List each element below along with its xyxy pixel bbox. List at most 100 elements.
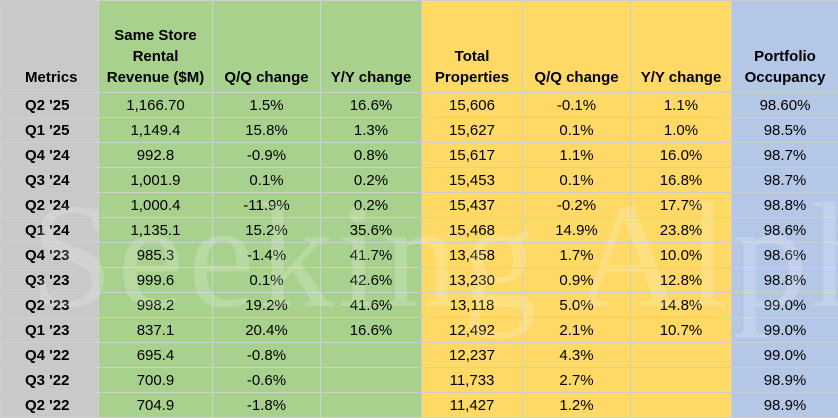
cell-same-store-revenue: 992.8 <box>98 142 213 168</box>
cell-revenue-qq-change: -1.4% <box>212 242 321 268</box>
header-total-properties: Total Properties <box>421 0 523 93</box>
table-row: Q4 '23 985.3 -1.4% 41.7% 13,458 1.7% 10.0% 98.6… <box>0 242 838 268</box>
cell-same-store-revenue: 1,000.4 <box>98 192 213 218</box>
cell-same-store-revenue: 1,001.9 <box>98 167 213 193</box>
cell-portfolio-occupancy: 98.7% <box>731 167 838 193</box>
cell-same-store-revenue: 999.6 <box>98 267 213 293</box>
cell-quarter: Q4 '24 <box>0 142 99 168</box>
cell-properties-qq-change: 2.1% <box>522 317 631 343</box>
cell-revenue-qq-change: -1.8% <box>212 392 321 418</box>
cell-properties-qq-change: -0.1% <box>522 92 631 118</box>
cell-total-properties: 13,230 <box>421 267 523 293</box>
cell-revenue-yy-change: 16.6% <box>320 317 422 343</box>
cell-revenue-qq-change: -0.8% <box>212 342 321 368</box>
cell-quarter: Q4 '23 <box>0 242 99 268</box>
cell-portfolio-occupancy: 98.7% <box>731 142 838 168</box>
cell-quarter: Q1 '23 <box>0 317 99 343</box>
cell-revenue-qq-change: 15.8% <box>212 117 321 143</box>
cell-portfolio-occupancy: 99.0% <box>731 342 838 368</box>
cell-total-properties: 13,118 <box>421 292 523 318</box>
cell-quarter: Q2 '24 <box>0 192 99 218</box>
table-row: Q1 '25 1,149.4 15.8% 1.3% 15,627 0.1% 1.0% 98.5… <box>0 117 838 143</box>
cell-same-store-revenue: 985.3 <box>98 242 213 268</box>
table-row: Q3 '22 700.9 -0.6% 11,733 2.7% 98.9% <box>0 367 838 393</box>
cell-revenue-qq-change: -11.9% <box>212 192 321 218</box>
cell-revenue-yy-change: 41.7% <box>320 242 422 268</box>
cell-total-properties: 15,617 <box>421 142 523 168</box>
cell-properties-yy-change: 10.7% <box>630 317 732 343</box>
table-row: Q4 '22 695.4 -0.8% 12,237 4.3% 99.0% <box>0 342 838 368</box>
table-row: Q2 '24 1,000.4 -11.9% 0.2% 15,437 -0.2% 17.7% 9… <box>0 192 838 218</box>
cell-properties-yy-change: 14.8% <box>630 292 732 318</box>
cell-revenue-yy-change: 0.8% <box>320 142 422 168</box>
cell-properties-yy-change: 23.8% <box>630 217 732 243</box>
cell-quarter: Q1 '25 <box>0 117 99 143</box>
cell-properties-yy-change: 16.8% <box>630 167 732 193</box>
cell-quarter: Q1 '24 <box>0 217 99 243</box>
cell-revenue-qq-change: 0.1% <box>212 167 321 193</box>
header-metrics: Metrics <box>0 0 99 93</box>
cell-portfolio-occupancy: 98.60% <box>731 92 838 118</box>
cell-properties-qq-change: 1.2% <box>522 392 631 418</box>
cell-total-properties: 15,437 <box>421 192 523 218</box>
cell-revenue-qq-change: -0.9% <box>212 142 321 168</box>
cell-portfolio-occupancy: 98.9% <box>731 392 838 418</box>
cell-total-properties: 13,458 <box>421 242 523 268</box>
cell-quarter: Q2 '23 <box>0 292 99 318</box>
cell-quarter: Q3 '23 <box>0 267 99 293</box>
cell-total-properties: 15,468 <box>421 217 523 243</box>
cell-same-store-revenue: 1,166.70 <box>98 92 213 118</box>
table-row: Q2 '22 704.9 -1.8% 11,427 1.2% 98.9% <box>0 392 838 418</box>
cell-same-store-revenue: 695.4 <box>98 342 213 368</box>
table-row: Q2 '25 1,166.70 1.5% 16.6% 15,606 -0.1% 1.1% 98… <box>0 92 838 118</box>
cell-same-store-revenue: 1,135.1 <box>98 217 213 243</box>
cell-properties-qq-change: 14.9% <box>522 217 631 243</box>
cell-properties-qq-change: 0.1% <box>522 117 631 143</box>
table-row: Q2 '23 998.2 19.2% 41.6% 13,118 5.0% 14.8% 99.0… <box>0 292 838 318</box>
header-revenue-yy-change: Y/Y change <box>320 0 422 93</box>
cell-revenue-qq-change: 15.2% <box>212 217 321 243</box>
cell-revenue-qq-change: -0.6% <box>212 367 321 393</box>
cell-properties-qq-change: 1.1% <box>522 142 631 168</box>
header-properties-qq-change: Q/Q change <box>522 0 631 93</box>
cell-properties-yy-change <box>630 367 732 393</box>
cell-portfolio-occupancy: 98.8% <box>731 267 838 293</box>
cell-revenue-qq-change: 20.4% <box>212 317 321 343</box>
cell-total-properties: 12,237 <box>421 342 523 368</box>
cell-total-properties: 15,453 <box>421 167 523 193</box>
cell-portfolio-occupancy: 98.8% <box>731 192 838 218</box>
cell-portfolio-occupancy: 98.6% <box>731 217 838 243</box>
table-row: Q3 '23 999.6 0.1% 42.6% 13,230 0.9% 12.8% 98.8% <box>0 267 838 293</box>
cell-revenue-yy-change: 0.2% <box>320 192 422 218</box>
cell-same-store-revenue: 704.9 <box>98 392 213 418</box>
cell-portfolio-occupancy: 98.6% <box>731 242 838 268</box>
cell-same-store-revenue: 998.2 <box>98 292 213 318</box>
cell-same-store-revenue: 837.1 <box>98 317 213 343</box>
cell-total-properties: 15,606 <box>421 92 523 118</box>
cell-properties-qq-change: 4.3% <box>522 342 631 368</box>
cell-portfolio-occupancy: 98.5% <box>731 117 838 143</box>
cell-quarter: Q2 '22 <box>0 392 99 418</box>
cell-revenue-qq-change: 1.5% <box>212 92 321 118</box>
cell-revenue-yy-change: 41.6% <box>320 292 422 318</box>
cell-same-store-revenue: 1,149.4 <box>98 117 213 143</box>
cell-revenue-yy-change: 42.6% <box>320 267 422 293</box>
cell-properties-yy-change <box>630 342 732 368</box>
header-portfolio-occupancy: Portfolio Occupancy <box>731 0 838 93</box>
cell-same-store-revenue: 700.9 <box>98 367 213 393</box>
cell-revenue-yy-change <box>320 392 422 418</box>
cell-revenue-qq-change: 19.2% <box>212 292 321 318</box>
cell-total-properties: 11,427 <box>421 392 523 418</box>
cell-total-properties: 11,733 <box>421 367 523 393</box>
table-row: Q3 '24 1,001.9 0.1% 0.2% 15,453 0.1% 16.8% 98.7… <box>0 167 838 193</box>
cell-portfolio-occupancy: 98.9% <box>731 367 838 393</box>
cell-properties-qq-change: 0.1% <box>522 167 631 193</box>
cell-portfolio-occupancy: 99.0% <box>731 317 838 343</box>
cell-portfolio-occupancy: 99.0% <box>731 292 838 318</box>
header-properties-yy-change: Y/Y change <box>630 0 732 93</box>
cell-properties-qq-change: 1.7% <box>522 242 631 268</box>
cell-properties-qq-change: 2.7% <box>522 367 631 393</box>
cell-properties-yy-change: 10.0% <box>630 242 732 268</box>
cell-revenue-yy-change: 35.6% <box>320 217 422 243</box>
